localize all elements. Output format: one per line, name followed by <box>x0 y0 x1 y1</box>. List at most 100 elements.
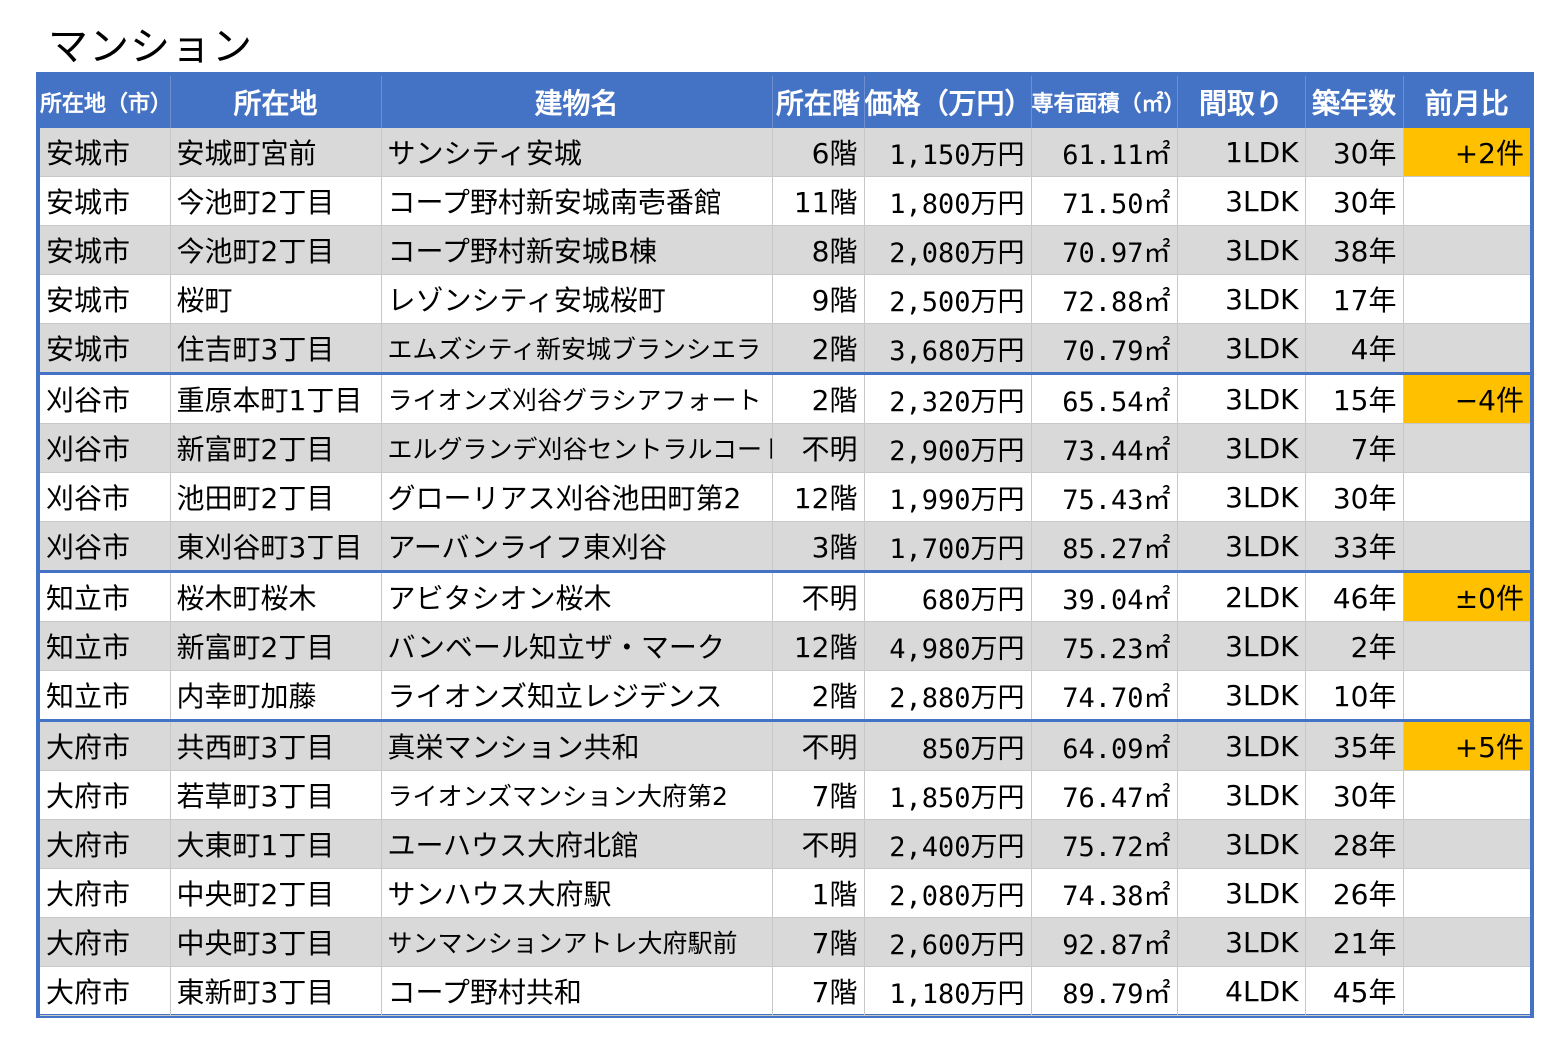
header-change: 前月比 <box>1403 76 1530 128</box>
table-row: 安城市 住吉町3丁目 エムズシティ新安城ブランシエラ 2階 3,680万円 70.79㎡ 3… <box>40 323 1530 374</box>
cell-age: 30年 <box>1305 176 1404 226</box>
table-row: 知立市 新富町2丁目 バンベール知立ザ・マーク 12階 4,980万円 75.23㎡ 3LD… <box>40 621 1530 671</box>
cell-area: 74.70㎡ <box>1031 670 1178 721</box>
cell-city: 刈谷市 <box>40 372 171 424</box>
cell-layout: 3LDK <box>1177 670 1306 721</box>
cell-change <box>1403 917 1530 967</box>
cell-change <box>1403 423 1530 473</box>
cell-change <box>1403 176 1530 226</box>
cell-area: 65.54㎡ <box>1031 372 1178 424</box>
cell-building: ライオンズマンション大府第2 <box>381 770 773 820</box>
table-body: 安城市 安城町宮前 サンシティ安城 6階 1,150万円 61.11㎡ 1LDK 30年 +2件… <box>40 128 1530 1016</box>
cell-floor: 8階 <box>772 225 865 275</box>
cell-city: 安城市 <box>40 274 171 324</box>
cell-age: 4年 <box>1305 323 1404 374</box>
cell-city: 大府市 <box>40 819 171 869</box>
cell-floor: 12階 <box>772 472 865 522</box>
cell-floor: 6階 <box>772 128 865 177</box>
header-address: 所在地 <box>170 76 382 128</box>
table-row: 刈谷市 重原本町1丁目 ライオンズ刈谷グラシアフォート 2階 2,320万円 65.54㎡… <box>40 372 1530 424</box>
cell-area: 75.72㎡ <box>1031 819 1178 869</box>
cell-change <box>1403 868 1530 918</box>
cell-area: 75.43㎡ <box>1031 472 1178 522</box>
cell-floor: 不明 <box>772 719 865 771</box>
page-title: マンション <box>48 24 253 70</box>
cell-city: 安城市 <box>40 128 171 177</box>
cell-layout: 3LDK <box>1177 225 1306 275</box>
cell-building: グローリアス刈谷池田町第2 <box>381 472 773 522</box>
change-badge: +5件 <box>1403 719 1530 771</box>
cell-address: 安城町宮前 <box>170 128 382 177</box>
cell-change <box>1403 521 1530 572</box>
cell-city: 知立市 <box>40 621 171 671</box>
cell-floor: 不明 <box>772 423 865 473</box>
cell-city: 刈谷市 <box>40 472 171 522</box>
cell-price: 680万円 <box>864 570 1032 622</box>
header-building: 建物名 <box>381 76 773 128</box>
cell-change <box>1403 225 1530 275</box>
cell-area: 71.50㎡ <box>1031 176 1178 226</box>
table-row: 安城市 今池町2丁目 コープ野村新安城南壱番館 11階 1,800万円 71.50㎡ 3LD… <box>40 176 1530 226</box>
cell-layout: 3LDK <box>1177 770 1306 820</box>
cell-address: 新富町2丁目 <box>170 423 382 473</box>
table-row: 大府市 中央町3丁目 サンマンションアトレ大府駅前 7階 2,600万円 92.87㎡ 3L… <box>40 917 1530 967</box>
cell-price: 1,850万円 <box>864 770 1032 820</box>
cell-price: 4,980万円 <box>864 621 1032 671</box>
cell-price: 2,600万円 <box>864 917 1032 967</box>
table-row: 大府市 共西町3丁目 真栄マンション共和 不明 850万円 64.09㎡ 3LDK 35年 +5… <box>40 719 1530 771</box>
cell-address: 桜町 <box>170 274 382 324</box>
cell-layout: 3LDK <box>1177 472 1306 522</box>
cell-area: 72.88㎡ <box>1031 274 1178 324</box>
table-row: 刈谷市 東刈谷町3丁目 アーバンライフ東刈谷 3階 1,700万円 85.27㎡ 3LDK 3… <box>40 521 1530 572</box>
cell-price: 3,680万円 <box>864 323 1032 374</box>
change-badge: ±0件 <box>1403 570 1530 622</box>
header-price: 価格（万円） <box>864 76 1032 128</box>
cell-city: 大府市 <box>40 917 171 967</box>
cell-city: 安城市 <box>40 323 171 374</box>
header-area: 専有面積（㎡） <box>1031 76 1178 128</box>
cell-age: 10年 <box>1305 670 1404 721</box>
cell-address: 新富町2丁目 <box>170 621 382 671</box>
cell-change <box>1403 966 1530 1016</box>
cell-layout: 3LDK <box>1177 621 1306 671</box>
header-layout: 間取り <box>1177 76 1306 128</box>
change-badge: +2件 <box>1403 128 1530 177</box>
cell-change <box>1403 472 1530 522</box>
cell-address: 大東町1丁目 <box>170 819 382 869</box>
cell-floor: 2階 <box>772 372 865 424</box>
cell-building: レゾンシティ安城桜町 <box>381 274 773 324</box>
cell-area: 92.87㎡ <box>1031 917 1178 967</box>
cell-building: コープ野村新安城南壱番館 <box>381 176 773 226</box>
cell-area: 70.79㎡ <box>1031 323 1178 374</box>
cell-floor: 不明 <box>772 819 865 869</box>
cell-building: ライオンズ知立レジデンス <box>381 670 773 721</box>
cell-building: ライオンズ刈谷グラシアフォート <box>381 372 773 424</box>
cell-age: 21年 <box>1305 917 1404 967</box>
cell-address: 今池町2丁目 <box>170 176 382 226</box>
header-city: 所在地（市） <box>40 76 171 128</box>
cell-price: 2,900万円 <box>864 423 1032 473</box>
cell-age: 45年 <box>1305 966 1404 1016</box>
cell-price: 2,880万円 <box>864 670 1032 721</box>
cell-address: 中央町2丁目 <box>170 868 382 918</box>
cell-price: 850万円 <box>864 719 1032 771</box>
cell-area: 70.97㎡ <box>1031 225 1178 275</box>
cell-building: エルグランデ刈谷セントラルコート <box>381 423 773 473</box>
cell-layout: 3LDK <box>1177 274 1306 324</box>
listing-table-container: 所在地（市） 所在地 建物名 所在階 価格（万円） 専有面積（㎡） 間取り 築年数 前月比 安城… <box>36 72 1534 1018</box>
cell-building: エムズシティ新安城ブランシエラ <box>381 323 773 374</box>
cell-building: サンマンションアトレ大府駅前 <box>381 917 773 967</box>
cell-floor: 不明 <box>772 570 865 622</box>
table-row: 刈谷市 新富町2丁目 エルグランデ刈谷セントラルコート 不明 2,900万円 73.44㎡… <box>40 423 1530 473</box>
listing-table: 所在地（市） 所在地 建物名 所在階 価格（万円） 専有面積（㎡） 間取り 築年数 前月比 安城… <box>40 76 1530 1016</box>
cell-age: 30年 <box>1305 770 1404 820</box>
cell-layout: 1LDK <box>1177 128 1306 177</box>
cell-change <box>1403 323 1530 374</box>
cell-address: 東刈谷町3丁目 <box>170 521 382 572</box>
cell-address: 重原本町1丁目 <box>170 372 382 424</box>
cell-city: 知立市 <box>40 570 171 622</box>
cell-layout: 3LDK <box>1177 819 1306 869</box>
table-row: 大府市 中央町2丁目 サンハウス大府駅 1階 2,080万円 74.38㎡ 3LDK 26年 <box>40 868 1530 918</box>
cell-age: 15年 <box>1305 372 1404 424</box>
cell-address: 中央町3丁目 <box>170 917 382 967</box>
